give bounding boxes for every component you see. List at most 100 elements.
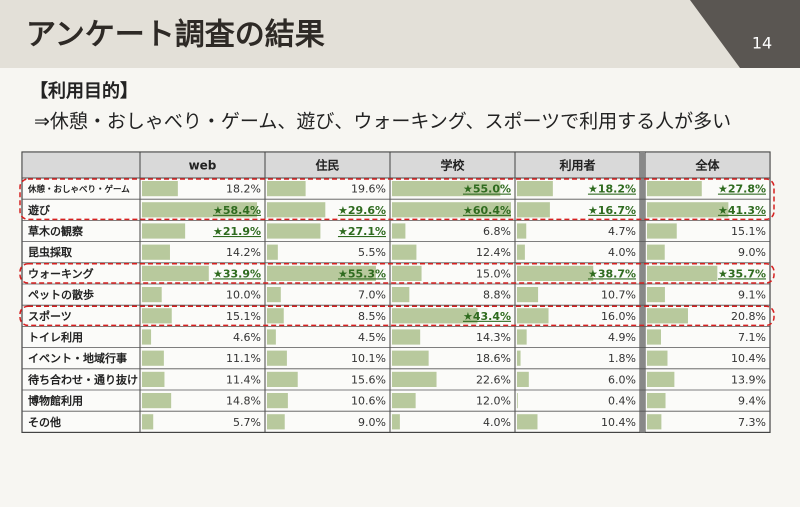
data-bar <box>142 181 178 197</box>
cell-value: ★55.0% <box>463 183 511 196</box>
data-bar <box>647 350 668 366</box>
data-bar <box>267 308 284 324</box>
data-bar <box>142 287 162 303</box>
section-heading: 【利用目的】 <box>30 80 138 102</box>
data-bar <box>267 371 298 387</box>
cell-value: 18.2% <box>226 183 261 196</box>
cell-value: 10.4% <box>731 352 766 365</box>
cell-value: 11.4% <box>226 373 261 386</box>
cell-value: 5.7% <box>233 416 261 429</box>
summary: ⇒休憩・おしゃべり・ゲーム、遊び、ウォーキング、スポーツで利用する人が多い <box>34 111 731 133</box>
data-bar <box>267 181 306 197</box>
data-bar <box>647 265 718 281</box>
cell-value: 9.0% <box>738 246 766 259</box>
data-bar <box>517 350 521 366</box>
data-bar <box>647 244 665 260</box>
cell-value: 22.6% <box>476 373 511 386</box>
column-header: 学校 <box>440 158 465 173</box>
row-label: ペットの散歩 <box>28 288 94 302</box>
cell-value: ★38.7% <box>588 267 636 280</box>
row-label: 博物館利用 <box>28 394 83 408</box>
highlight-box <box>19 305 775 327</box>
cell-value: 16.0% <box>601 310 636 323</box>
data-bar <box>392 265 422 281</box>
row-label: 待ち合わせ・通り抜け <box>27 372 138 386</box>
column-header: 住民 <box>315 158 339 173</box>
data-bar <box>517 393 518 409</box>
column-header: 全体 <box>694 158 720 173</box>
data-bar <box>517 308 549 324</box>
data-bar <box>392 181 501 197</box>
cell-value: 10.6% <box>351 395 386 408</box>
data-bar <box>267 287 281 303</box>
data-bar <box>517 244 525 260</box>
title: アンケート調査の結果 <box>26 18 325 53</box>
cell-value: ★60.4% <box>463 204 511 217</box>
data-bar <box>392 371 437 387</box>
cell-value: 10.1% <box>351 352 386 365</box>
page-number: 14 <box>752 34 772 53</box>
cell-value: 8.5% <box>358 310 386 323</box>
data-bar <box>647 181 702 197</box>
data-bar <box>142 414 154 430</box>
row-label: 休憩・おしゃべり・ゲーム <box>27 184 130 195</box>
cell-value: ★18.2% <box>588 183 636 196</box>
cell-value: 15.1% <box>731 225 766 238</box>
data-bar <box>517 371 529 387</box>
cell-value: ★33.9% <box>213 267 261 280</box>
cell-value: 12.0% <box>476 395 511 408</box>
title-band <box>0 0 800 68</box>
cell-value: ★35.7% <box>718 267 766 280</box>
data-bar <box>392 308 478 324</box>
cell-value: 7.1% <box>738 331 766 344</box>
cell-value: 7.3% <box>738 416 766 429</box>
cell-value: 10.7% <box>601 289 636 302</box>
cell-value: 15.1% <box>226 310 261 323</box>
data-bar <box>142 393 172 409</box>
cell-value: 1.8% <box>608 352 636 365</box>
data-bar <box>142 223 186 239</box>
row-label: イベント・地域行事 <box>28 351 127 365</box>
data-bar <box>517 329 527 345</box>
data-bar <box>647 414 662 430</box>
cell-value: ★43.4% <box>463 310 511 323</box>
cell-value: 0.4% <box>608 395 636 408</box>
column-header: web <box>189 159 217 173</box>
cell-value: 13.9% <box>731 373 766 386</box>
row-label: 遊び <box>28 203 51 217</box>
cell-value: 9.0% <box>358 416 386 429</box>
row-label: ウォーキング <box>28 266 94 280</box>
data-bar <box>267 350 287 366</box>
cell-value: 19.6% <box>351 183 386 196</box>
data-bar <box>517 223 527 239</box>
cell-value: 14.2% <box>226 246 261 259</box>
cell-value: 9.4% <box>738 395 766 408</box>
cell-value: 4.0% <box>608 246 636 259</box>
cell-value: ★27.8% <box>718 183 766 196</box>
cell-value: ★58.4% <box>213 204 261 217</box>
cell-value: ★29.6% <box>338 204 386 217</box>
cell-value: ★41.3% <box>718 204 766 217</box>
cell-value: 4.5% <box>358 331 386 344</box>
data-bar <box>267 202 326 218</box>
row-label: 草木の観察 <box>28 224 84 238</box>
data-bar <box>142 244 170 260</box>
cell-value: 15.6% <box>351 373 386 386</box>
data-bar <box>517 414 538 430</box>
cell-value: 11.1% <box>226 352 261 365</box>
cell-value: 20.8% <box>731 310 766 323</box>
data-bar <box>267 414 285 430</box>
cell-value: 9.1% <box>738 289 766 302</box>
cell-value: ★21.9% <box>213 225 261 238</box>
data-bar <box>267 244 278 260</box>
data-bar <box>142 265 209 281</box>
data-bar <box>647 223 677 239</box>
cell-value: 8.8% <box>483 289 511 302</box>
cell-value: 14.3% <box>476 331 511 344</box>
cell-value: 10.4% <box>601 416 636 429</box>
data-bar <box>392 393 416 409</box>
cell-value: ★16.7% <box>588 204 636 217</box>
row-label: その他 <box>28 415 61 429</box>
data-bar <box>647 308 688 324</box>
